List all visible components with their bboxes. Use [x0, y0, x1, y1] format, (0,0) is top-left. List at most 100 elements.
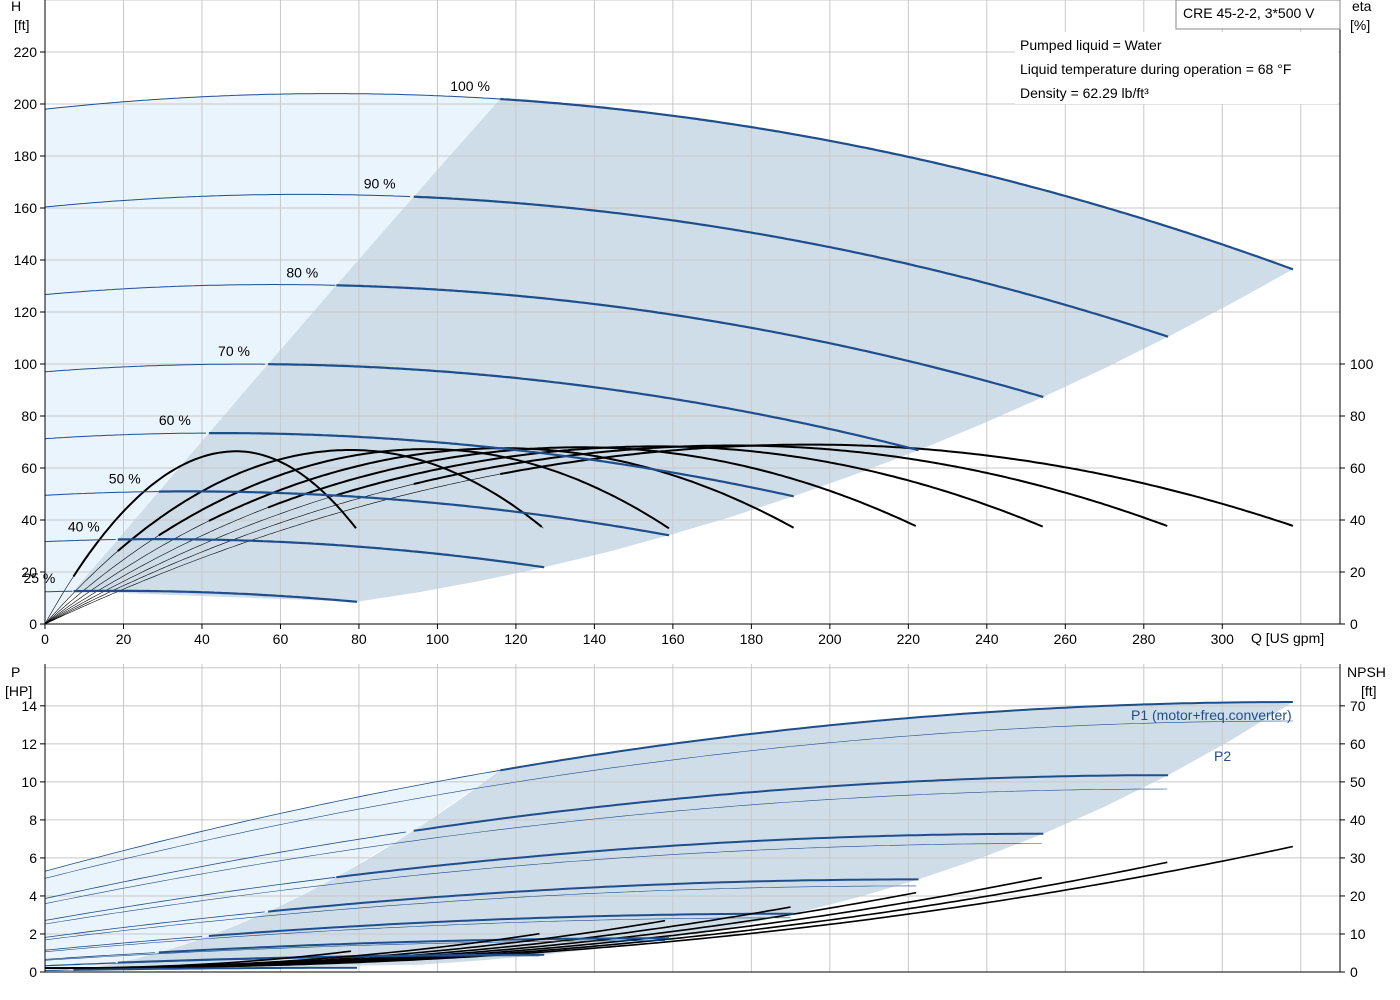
head-curve [268, 363, 919, 452]
eta-tick-label: 100 [1350, 356, 1374, 372]
p2-curve [44, 843, 1042, 925]
flow-tick-label: 200 [818, 631, 842, 647]
head-tick-label: 40 [21, 512, 37, 528]
eta-tick-label: 80 [1350, 408, 1366, 424]
power-tick-label: 4 [29, 888, 37, 904]
speed-labels: 100 % 90 % 80 % 70 % 60 % 50 % 40 % 25 % [23, 78, 489, 586]
p2-curve [44, 788, 1168, 904]
p1-series-label: P1 (motor+freq.converter) [1131, 707, 1292, 723]
flow-tick-label: 0 [41, 631, 49, 647]
p2-series-label: P2 [1214, 748, 1231, 764]
npsh-tick-label: 10 [1350, 926, 1366, 942]
head-curve-low-flow [44, 539, 116, 543]
power-tick-label: 14 [21, 698, 37, 714]
npsh-axis-unit: [ft] [1361, 683, 1377, 699]
power-axes: 0 2 4 6 8 10 12 14 0 10 20 30 40 50 60 70 [21, 664, 1366, 980]
head-grid [45, 0, 1340, 624]
head-axis-unit: [ft] [14, 17, 30, 33]
eta-axis-unit: [%] [1350, 17, 1370, 33]
head-curve-low-flow [44, 590, 73, 593]
speed-label: 100 % [450, 78, 490, 94]
head-tick-label: 80 [21, 408, 37, 424]
head-axis-title: H [11, 0, 21, 14]
npsh-tick-label: 50 [1350, 774, 1366, 790]
flow-tick-label: 280 [1132, 631, 1156, 647]
npsh-tick-label: 70 [1350, 698, 1366, 714]
operating-region [73, 99, 1293, 602]
flow-tick-label: 80 [351, 631, 367, 647]
p1-curve [208, 912, 794, 937]
p2-curve [44, 720, 1293, 879]
flow-tick-label: 20 [116, 631, 132, 647]
eta-tick-label: 20 [1350, 564, 1366, 580]
power-tick-label: 8 [29, 812, 37, 828]
p2-curve [44, 940, 665, 961]
head-tick-label: 100 [14, 356, 38, 372]
p1-curve [158, 937, 669, 954]
head-curve [158, 490, 670, 537]
power-axis-unit: [HP] [5, 683, 32, 699]
p1-curve [73, 966, 357, 971]
p1-curve-low-flow [44, 911, 265, 938]
efficiency-curve [336, 445, 1044, 528]
speed-label: 40 % [68, 518, 100, 534]
npsh-tick-label: 30 [1350, 850, 1366, 866]
p1-curve [413, 774, 1169, 832]
power-npsh-panel: 0 2 4 6 8 10 12 14 0 10 20 30 40 50 60 70 [21, 664, 1366, 980]
efficiency-curve [267, 446, 917, 527]
head-curves [44, 93, 1294, 603]
npsh-tick-label: 20 [1350, 888, 1366, 904]
head-curve [413, 195, 1169, 338]
head-curve [117, 538, 545, 569]
efficiency-curve [117, 449, 543, 552]
speed-label: 50 % [109, 471, 141, 487]
npsh-curve [45, 950, 352, 969]
speed-label: 80 % [286, 264, 318, 280]
efficiency-curves [44, 443, 1294, 625]
eta-tick-label: 40 [1350, 512, 1366, 528]
head-tick-label: 220 [14, 44, 38, 60]
flow-tick-label: 220 [897, 631, 921, 647]
head-tick-label: 0 [29, 616, 37, 632]
power-tick-label: 2 [29, 926, 37, 942]
model-box [1175, 0, 1341, 30]
efficiency-curve [158, 448, 670, 537]
model-name: CRE 45-2-2, 3*500 V [1183, 5, 1315, 21]
power-tick-label: 10 [21, 774, 37, 790]
power-grid [45, 664, 1340, 972]
power-tick-label: 12 [21, 736, 37, 752]
head-tick-label: 160 [14, 200, 38, 216]
head-curve [500, 97, 1294, 271]
speed-label: 25 % [23, 570, 55, 586]
power-tick-label: 0 [29, 964, 37, 980]
head-curve [208, 432, 794, 498]
head-tick-label: 20 [21, 564, 37, 580]
flow-tick-label: 180 [740, 631, 764, 647]
head-curve-low-flow [44, 93, 501, 110]
p1-curve-low-flow [44, 876, 336, 921]
npsh-tick-label: 0 [1350, 964, 1358, 980]
eta-tick-label: 0 [1350, 616, 1358, 632]
power-regions [45, 702, 1293, 972]
flow-tick-label: 240 [975, 631, 999, 647]
p1-curve-low-flow [44, 936, 203, 951]
info-box: CRE 45-2-2, 3*500 V Pumped liquid = Wate… [1015, 0, 1341, 104]
liquid-text: Pumped liquid = Water [1020, 37, 1162, 53]
eta-tick-label: 60 [1350, 460, 1366, 476]
efficiency-curve [500, 443, 1294, 527]
power-operating-region [73, 702, 1293, 970]
density-text: Density = 62.29 lb/ft³ [1020, 85, 1149, 101]
flow-tick-label: 100 [426, 631, 450, 647]
head-curve-low-flow [44, 491, 159, 496]
head-tick-label: 140 [14, 252, 38, 268]
head-tick-label: 200 [14, 96, 38, 112]
speed-label: 90 % [364, 176, 396, 192]
flow-tick-label: 160 [661, 631, 685, 647]
flow-axis-title: Q [US gpm] [1251, 630, 1324, 646]
flow-tick-label: 140 [583, 631, 607, 647]
speed-label: 70 % [218, 343, 250, 359]
speed-label: 60 % [159, 412, 191, 428]
flow-tick-label: 300 [1211, 631, 1235, 647]
head-tick-label: 180 [14, 148, 38, 164]
p1-curve [336, 832, 1044, 879]
